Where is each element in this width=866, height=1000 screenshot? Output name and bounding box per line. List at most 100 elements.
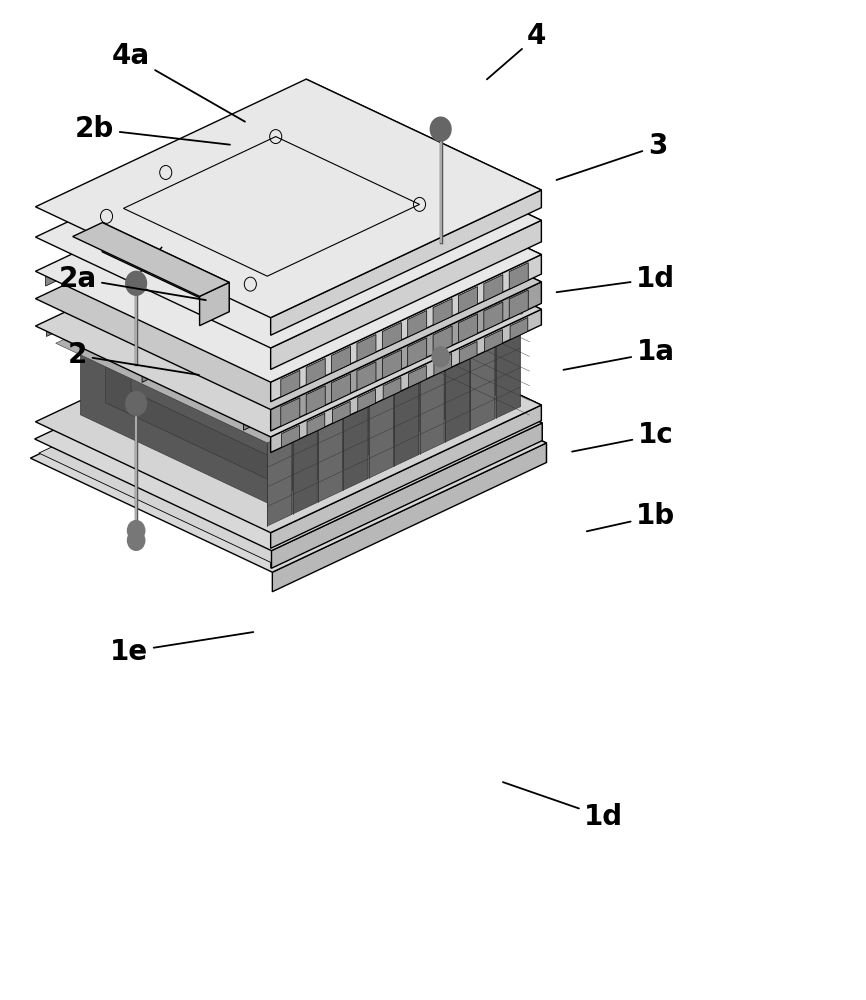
Polygon shape bbox=[495, 324, 520, 418]
Polygon shape bbox=[307, 413, 325, 435]
Polygon shape bbox=[199, 282, 229, 326]
Text: 1d: 1d bbox=[557, 265, 675, 293]
Polygon shape bbox=[30, 329, 546, 572]
Polygon shape bbox=[305, 329, 546, 463]
Polygon shape bbox=[208, 260, 444, 371]
Polygon shape bbox=[332, 374, 351, 402]
Polygon shape bbox=[458, 314, 477, 342]
Polygon shape bbox=[439, 255, 500, 283]
Polygon shape bbox=[47, 314, 64, 336]
Polygon shape bbox=[270, 223, 330, 251]
Polygon shape bbox=[345, 362, 363, 382]
Polygon shape bbox=[294, 386, 312, 406]
Polygon shape bbox=[224, 231, 242, 253]
Polygon shape bbox=[183, 272, 418, 383]
Polygon shape bbox=[262, 338, 322, 367]
Circle shape bbox=[364, 344, 374, 356]
Polygon shape bbox=[71, 248, 90, 274]
Polygon shape bbox=[272, 443, 546, 592]
Polygon shape bbox=[274, 152, 293, 178]
Polygon shape bbox=[198, 188, 216, 214]
Polygon shape bbox=[73, 223, 229, 296]
Polygon shape bbox=[307, 79, 541, 208]
Polygon shape bbox=[445, 348, 469, 442]
Polygon shape bbox=[307, 109, 541, 242]
Polygon shape bbox=[147, 212, 166, 238]
Text: 2a: 2a bbox=[58, 265, 206, 300]
Polygon shape bbox=[167, 350, 185, 370]
Text: 1b: 1b bbox=[587, 502, 675, 531]
Polygon shape bbox=[157, 296, 368, 479]
Polygon shape bbox=[458, 287, 477, 313]
Polygon shape bbox=[357, 334, 376, 361]
Polygon shape bbox=[357, 362, 376, 390]
Polygon shape bbox=[173, 255, 191, 277]
Polygon shape bbox=[358, 389, 376, 411]
Circle shape bbox=[406, 364, 417, 376]
Polygon shape bbox=[269, 398, 287, 418]
Polygon shape bbox=[509, 290, 528, 319]
Polygon shape bbox=[333, 401, 350, 423]
Polygon shape bbox=[131, 308, 343, 491]
Polygon shape bbox=[419, 360, 444, 454]
Polygon shape bbox=[509, 263, 528, 289]
Polygon shape bbox=[363, 290, 423, 319]
Text: 1c: 1c bbox=[572, 421, 674, 452]
Polygon shape bbox=[295, 211, 356, 239]
Polygon shape bbox=[312, 314, 372, 343]
Polygon shape bbox=[39, 327, 538, 562]
Polygon shape bbox=[320, 278, 338, 299]
Polygon shape bbox=[281, 398, 300, 426]
Polygon shape bbox=[223, 176, 242, 202]
Polygon shape bbox=[249, 164, 268, 190]
Polygon shape bbox=[249, 219, 268, 241]
Circle shape bbox=[127, 521, 145, 541]
Text: 3: 3 bbox=[557, 132, 667, 180]
Polygon shape bbox=[434, 353, 452, 376]
Polygon shape bbox=[433, 326, 452, 354]
Polygon shape bbox=[408, 338, 427, 366]
Polygon shape bbox=[219, 247, 280, 275]
Polygon shape bbox=[258, 248, 469, 431]
Polygon shape bbox=[275, 207, 293, 229]
Polygon shape bbox=[210, 362, 271, 391]
Polygon shape bbox=[382, 322, 401, 349]
Polygon shape bbox=[484, 275, 503, 301]
Polygon shape bbox=[345, 266, 363, 287]
Text: 1e: 1e bbox=[110, 632, 253, 666]
Polygon shape bbox=[142, 362, 160, 382]
Polygon shape bbox=[371, 350, 388, 370]
Polygon shape bbox=[271, 405, 541, 548]
Polygon shape bbox=[271, 220, 541, 369]
Polygon shape bbox=[193, 338, 210, 358]
Polygon shape bbox=[272, 423, 542, 568]
Polygon shape bbox=[92, 306, 152, 335]
Polygon shape bbox=[281, 425, 300, 447]
Polygon shape bbox=[172, 200, 191, 226]
Polygon shape bbox=[271, 255, 541, 402]
Polygon shape bbox=[306, 311, 542, 441]
Polygon shape bbox=[46, 259, 65, 286]
Polygon shape bbox=[383, 377, 401, 399]
Polygon shape bbox=[72, 302, 89, 324]
Polygon shape bbox=[320, 199, 381, 227]
Polygon shape bbox=[320, 374, 338, 394]
Polygon shape bbox=[234, 248, 469, 359]
Polygon shape bbox=[396, 338, 414, 358]
Polygon shape bbox=[271, 190, 541, 335]
Polygon shape bbox=[271, 436, 538, 568]
Polygon shape bbox=[36, 198, 541, 437]
Text: 1d: 1d bbox=[503, 782, 624, 831]
Polygon shape bbox=[294, 290, 312, 311]
Polygon shape bbox=[344, 395, 368, 490]
Polygon shape bbox=[459, 342, 477, 364]
Polygon shape bbox=[106, 320, 317, 502]
Circle shape bbox=[456, 388, 467, 400]
Text: 4: 4 bbox=[487, 22, 546, 79]
Polygon shape bbox=[287, 326, 347, 355]
Polygon shape bbox=[143, 282, 204, 311]
Polygon shape bbox=[271, 282, 541, 431]
Polygon shape bbox=[96, 236, 115, 262]
Text: 4a: 4a bbox=[112, 42, 245, 122]
Text: 1a: 1a bbox=[564, 338, 675, 370]
